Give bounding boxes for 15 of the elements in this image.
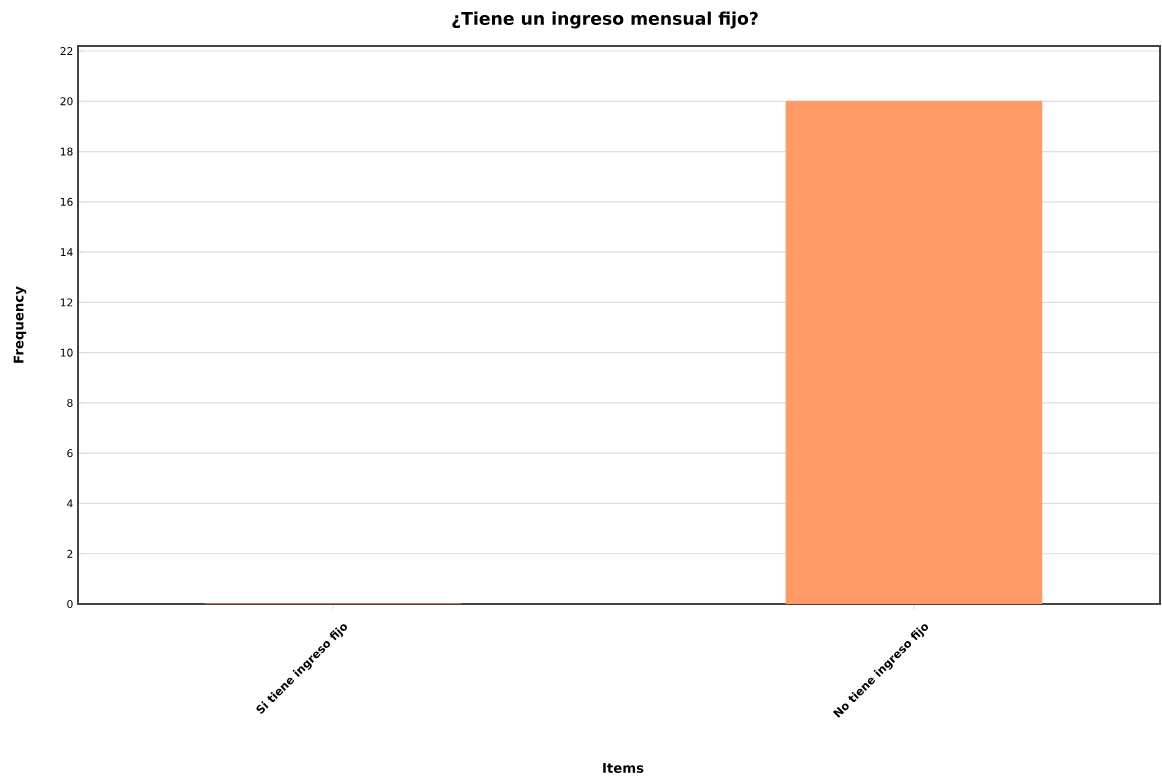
y-tick-label: 0: [67, 599, 73, 609]
y-tick-label: 2: [67, 549, 73, 558]
y-tick-label: 6: [67, 449, 73, 458]
y-tick-label: 12: [60, 298, 73, 307]
y-tick-label: 22: [60, 47, 73, 55]
y-tick-label: 20: [60, 97, 73, 106]
y-axis-title: Frequency: [13, 286, 27, 363]
y-tick-label: 8: [67, 398, 73, 407]
x-axis-title: Items: [603, 763, 644, 773]
y-tick-label: 16: [60, 197, 73, 206]
y-tick-label: 10: [60, 348, 73, 357]
y-tick-label: 18: [60, 147, 73, 156]
chart-title: ¿Tiene un ingreso mensual fijo?: [452, 11, 758, 29]
y-tick-label: 14: [60, 248, 73, 256]
y-tick-label: 4: [67, 499, 73, 508]
